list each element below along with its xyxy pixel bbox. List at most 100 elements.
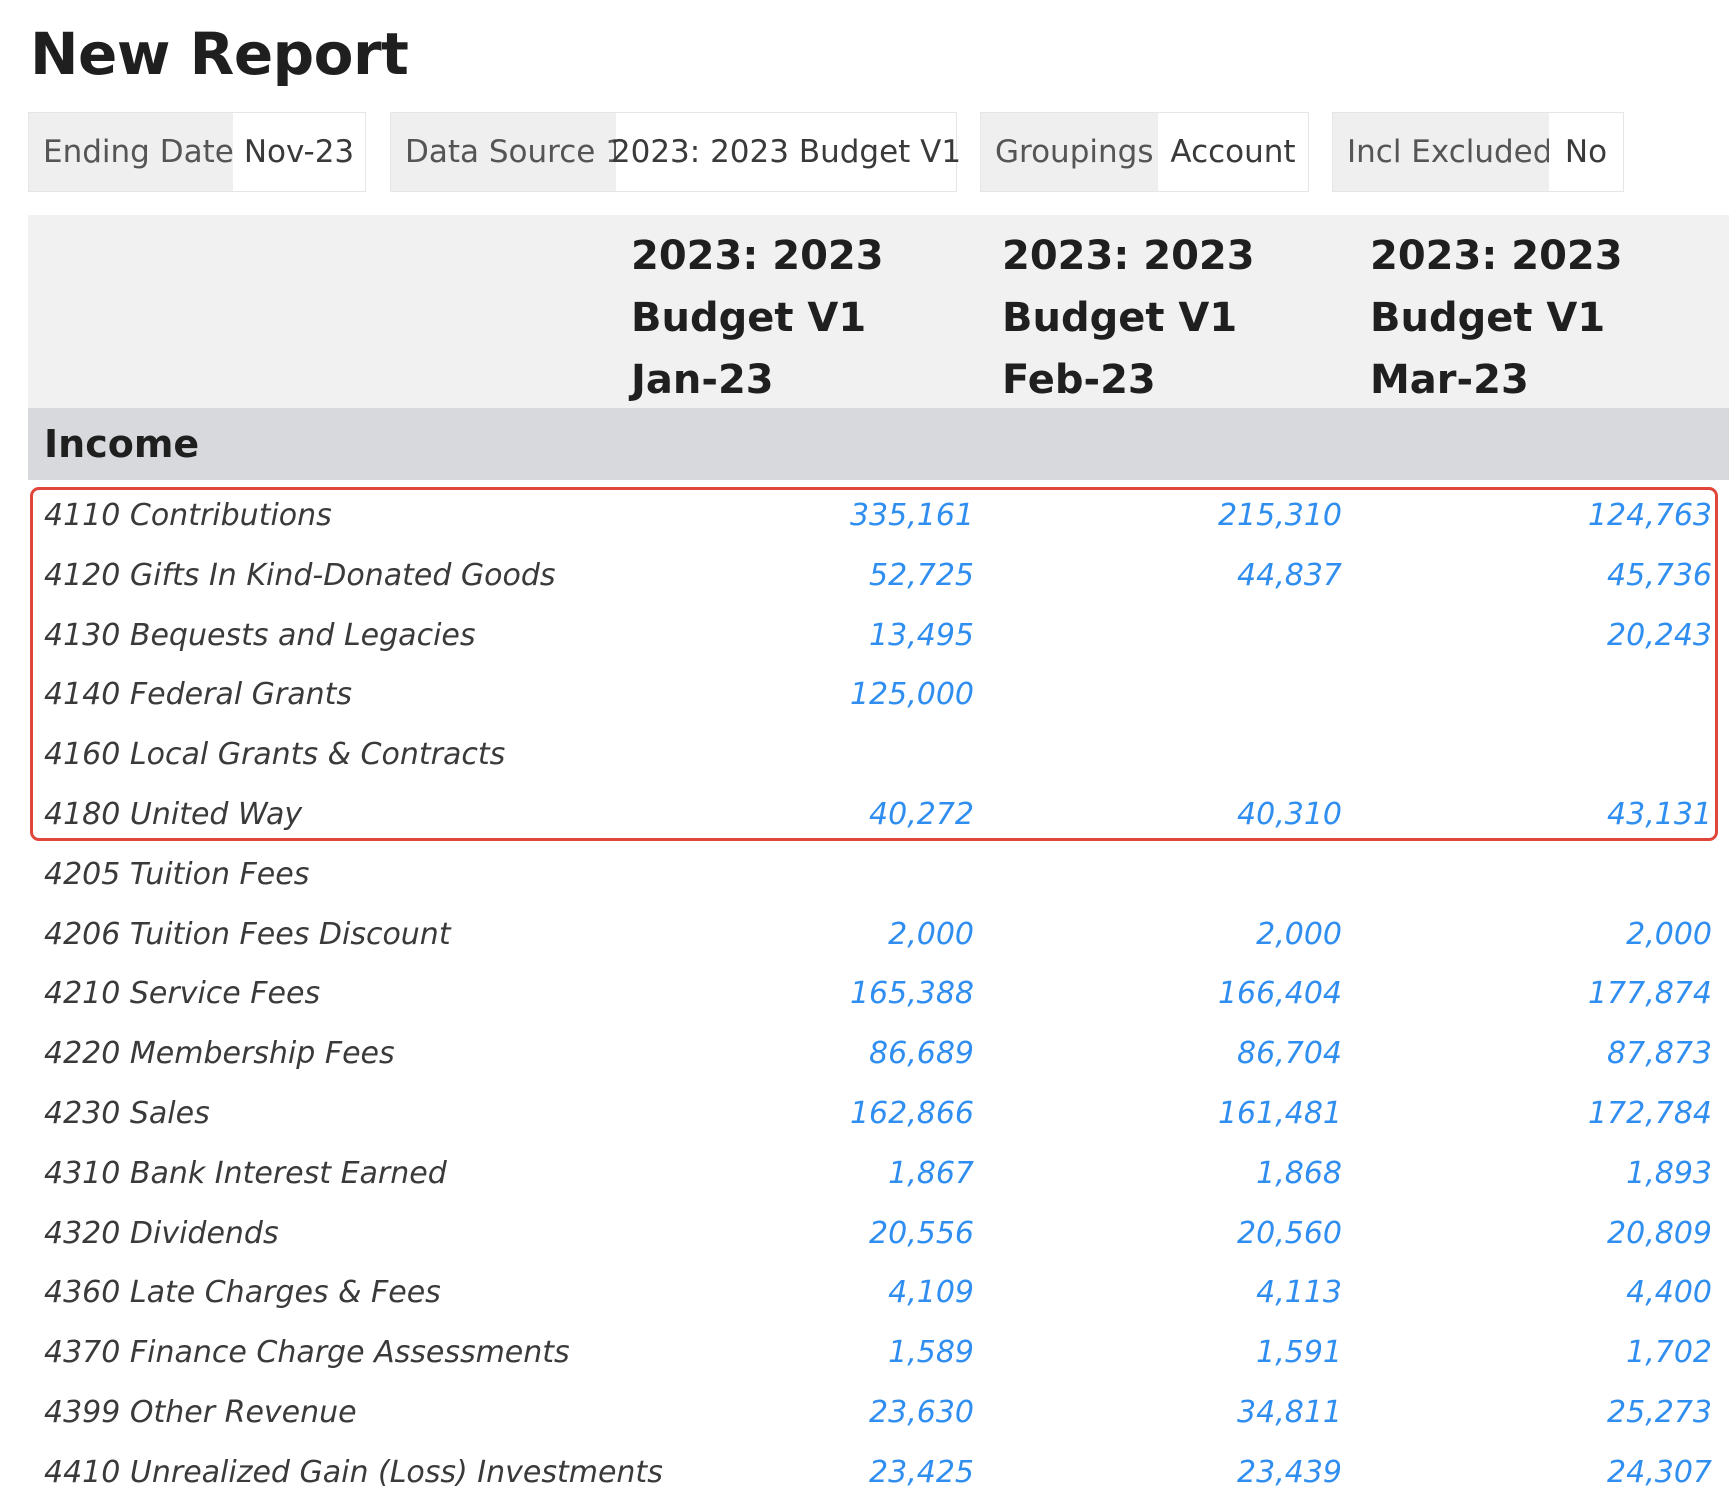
column-header-line: Budget V1 bbox=[1370, 295, 1606, 341]
data-source-value[interactable]: 2023: 2023 Budget V1 bbox=[611, 113, 961, 191]
column-header-mar[interactable]: 2023: 2023 Budget V1 Mar-23 bbox=[1370, 225, 1623, 411]
account-label: 4205 Tuition Fees bbox=[44, 856, 310, 892]
value-feb[interactable]: 40,310 bbox=[1237, 796, 1342, 832]
value-feb[interactable]: 166,404 bbox=[1217, 976, 1342, 1012]
table-row[interactable]: 4140 Federal Grants 125,000 bbox=[28, 665, 1729, 725]
account-label: 4210 Service Fees bbox=[44, 976, 321, 1012]
table-row[interactable]: 4399 Other Revenue 23,630 34,811 25,273 bbox=[28, 1383, 1729, 1443]
column-header-line: 2023: 2023 bbox=[1002, 233, 1255, 279]
report-rows: 4110 Contributions 335,161 215,310 124,7… bbox=[28, 486, 1729, 1503]
column-header-period: Mar-23 bbox=[1370, 357, 1529, 403]
account-label: 4220 Membership Fees bbox=[44, 1036, 395, 1072]
table-row[interactable]: 4180 United Way 40,272 40,310 43,131 bbox=[28, 785, 1729, 845]
ending-date-value[interactable]: Nov-23 bbox=[233, 113, 365, 191]
value-feb[interactable]: 44,837 bbox=[1237, 557, 1342, 593]
value-jan[interactable]: 23,425 bbox=[869, 1454, 974, 1490]
column-header-period: Feb-23 bbox=[1002, 357, 1156, 403]
value-mar[interactable]: 177,874 bbox=[1587, 976, 1712, 1012]
table-row[interactable]: 4206 Tuition Fees Discount 2,000 2,000 2… bbox=[28, 905, 1729, 965]
account-label: 4230 Sales bbox=[44, 1095, 210, 1131]
data-source-label: Data Source 1 bbox=[391, 113, 625, 191]
value-feb[interactable]: 2,000 bbox=[1256, 916, 1342, 952]
value-jan[interactable]: 125,000 bbox=[849, 677, 974, 713]
column-header-line: 2023: 2023 bbox=[1370, 233, 1623, 279]
table-row[interactable]: 4310 Bank Interest Earned 1,867 1,868 1,… bbox=[28, 1144, 1729, 1204]
income-section-header[interactable]: Income bbox=[28, 408, 1729, 480]
table-row[interactable]: 4210 Service Fees 165,388 166,404 177,87… bbox=[28, 964, 1729, 1024]
ending-date-label: Ending Date bbox=[29, 113, 234, 191]
value-feb[interactable]: 4,113 bbox=[1256, 1275, 1342, 1311]
account-label: 4320 Dividends bbox=[44, 1215, 279, 1251]
value-mar[interactable]: 24,307 bbox=[1607, 1454, 1712, 1490]
table-row[interactable]: 4160 Local Grants & Contracts bbox=[28, 725, 1729, 785]
value-feb[interactable]: 1,868 bbox=[1256, 1155, 1342, 1191]
account-label: 4140 Federal Grants bbox=[44, 677, 353, 713]
value-mar[interactable]: 172,784 bbox=[1587, 1095, 1712, 1131]
groupings-value[interactable]: Account bbox=[1158, 113, 1308, 191]
value-jan[interactable]: 2,000 bbox=[888, 916, 974, 952]
account-label: 4399 Other Revenue bbox=[44, 1394, 357, 1430]
column-header-period: Jan-23 bbox=[631, 357, 774, 403]
value-mar[interactable]: 4,400 bbox=[1626, 1275, 1712, 1311]
table-row[interactable]: 4410 Unrealized Gain (Loss) Investments … bbox=[28, 1443, 1729, 1503]
incl-excluded-label: Incl Excluded bbox=[1333, 113, 1552, 191]
value-feb[interactable]: 23,439 bbox=[1237, 1454, 1342, 1490]
groupings-filter[interactable]: Groupings Account bbox=[980, 112, 1309, 192]
value-mar[interactable]: 43,131 bbox=[1607, 796, 1712, 832]
data-source-filter[interactable]: Data Source 1 2023: 2023 Budget V1 bbox=[390, 112, 961, 192]
table-row[interactable]: 4360 Late Charges & Fees 4,109 4,113 4,4… bbox=[28, 1263, 1729, 1323]
value-mar[interactable]: 20,809 bbox=[1607, 1215, 1712, 1251]
table-row[interactable]: 4130 Bequests and Legacies 13,495 20,243 bbox=[28, 606, 1729, 666]
value-mar[interactable]: 45,736 bbox=[1607, 557, 1712, 593]
account-label: 4180 United Way bbox=[44, 796, 303, 832]
value-jan[interactable]: 335,161 bbox=[849, 498, 974, 533]
value-feb[interactable]: 215,310 bbox=[1217, 498, 1342, 533]
column-header-line: Budget V1 bbox=[1002, 295, 1238, 341]
table-row[interactable]: 4205 Tuition Fees bbox=[28, 845, 1729, 905]
column-header-line: Budget V1 bbox=[631, 295, 867, 341]
account-label: 4410 Unrealized Gain (Loss) Investments bbox=[44, 1454, 663, 1490]
table-row[interactable]: 4110 Contributions 335,161 215,310 124,7… bbox=[28, 486, 1729, 546]
value-jan[interactable]: 4,109 bbox=[888, 1275, 974, 1311]
incl-excluded-filter[interactable]: Incl Excluded No bbox=[1332, 112, 1624, 192]
value-mar[interactable]: 1,702 bbox=[1626, 1335, 1712, 1371]
table-row[interactable]: 4320 Dividends 20,556 20,560 20,809 bbox=[28, 1204, 1729, 1264]
value-mar[interactable]: 124,763 bbox=[1587, 498, 1712, 533]
value-jan[interactable]: 40,272 bbox=[869, 796, 974, 832]
value-feb[interactable]: 20,560 bbox=[1237, 1215, 1342, 1251]
account-label: 4110 Contributions bbox=[44, 498, 332, 533]
value-jan[interactable]: 52,725 bbox=[869, 557, 974, 593]
table-row[interactable]: 4120 Gifts In Kind-Donated Goods 52,725 … bbox=[28, 546, 1729, 606]
value-jan[interactable]: 86,689 bbox=[869, 1036, 974, 1072]
account-label: 4160 Local Grants & Contracts bbox=[44, 737, 506, 773]
value-jan[interactable]: 1,867 bbox=[888, 1155, 974, 1191]
page-title: New Report bbox=[30, 20, 409, 88]
value-mar[interactable]: 2,000 bbox=[1626, 916, 1712, 952]
ending-date-filter[interactable]: Ending Date Nov-23 bbox=[28, 112, 366, 192]
value-jan[interactable]: 13,495 bbox=[869, 617, 974, 653]
value-mar[interactable]: 25,273 bbox=[1607, 1394, 1712, 1430]
table-row[interactable]: 4220 Membership Fees 86,689 86,704 87,87… bbox=[28, 1024, 1729, 1084]
table-row[interactable]: 4370 Finance Charge Assessments 1,589 1,… bbox=[28, 1323, 1729, 1383]
value-jan[interactable]: 165,388 bbox=[849, 976, 974, 1012]
value-feb[interactable]: 1,591 bbox=[1256, 1335, 1342, 1371]
value-feb[interactable]: 86,704 bbox=[1237, 1036, 1342, 1072]
table-row[interactable]: 4230 Sales 162,866 161,481 172,784 bbox=[28, 1084, 1729, 1144]
column-header-jan[interactable]: 2023: 2023 Budget V1 Jan-23 bbox=[631, 225, 884, 411]
groupings-label: Groupings bbox=[981, 113, 1158, 191]
value-feb[interactable]: 34,811 bbox=[1237, 1394, 1342, 1430]
table-header: 2023: 2023 Budget V1 Jan-23 2023: 2023 B… bbox=[28, 215, 1729, 408]
incl-excluded-value[interactable]: No bbox=[1549, 113, 1623, 191]
value-feb[interactable]: 161,481 bbox=[1217, 1095, 1342, 1131]
value-mar[interactable]: 20,243 bbox=[1607, 617, 1712, 653]
account-label: 4370 Finance Charge Assessments bbox=[44, 1335, 570, 1371]
value-mar[interactable]: 87,873 bbox=[1607, 1036, 1712, 1072]
value-jan[interactable]: 162,866 bbox=[849, 1095, 974, 1131]
column-header-feb[interactable]: 2023: 2023 Budget V1 Feb-23 bbox=[1002, 225, 1255, 411]
value-jan[interactable]: 23,630 bbox=[869, 1394, 974, 1430]
account-label: 4130 Bequests and Legacies bbox=[44, 617, 476, 653]
value-mar[interactable]: 1,893 bbox=[1626, 1155, 1712, 1191]
value-jan[interactable]: 20,556 bbox=[869, 1215, 974, 1251]
value-jan[interactable]: 1,589 bbox=[888, 1335, 974, 1371]
account-label: 4360 Late Charges & Fees bbox=[44, 1275, 441, 1311]
